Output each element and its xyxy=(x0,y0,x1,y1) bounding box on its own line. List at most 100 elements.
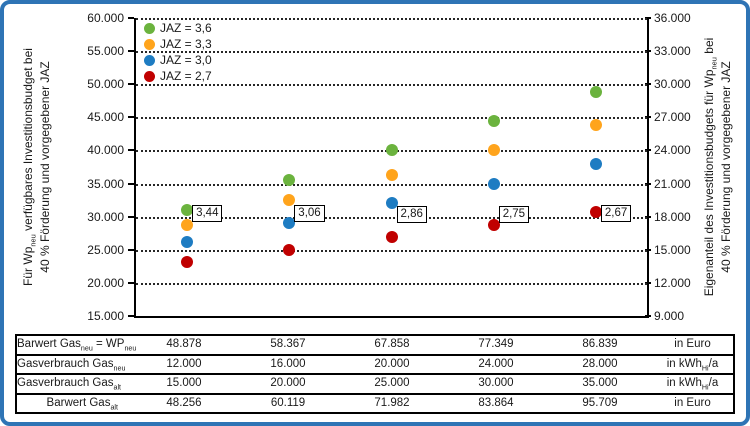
right-axis-tick-label: 15.000 xyxy=(654,242,691,257)
table-row-label: Gasverbrauch Gasalt xyxy=(17,377,122,392)
table-cell-r3c2: 20.000 xyxy=(270,377,306,389)
legend-item-4: JAZ = 2,7 xyxy=(144,68,212,84)
annotation-jaz-box: 2,67 xyxy=(600,204,632,222)
legend-label: JAZ = 3,6 xyxy=(160,21,212,35)
table-row-4: Barwert Gasalt 48.256 60.119 71.982 83.864 95… xyxy=(17,395,733,413)
legend-label: JAZ = 3,0 xyxy=(160,53,212,67)
legend-item-1: JAZ = 3,6 xyxy=(144,20,212,36)
gridline-55000 xyxy=(136,51,647,54)
left-axis-tick-label: 20.000 xyxy=(87,275,124,290)
data-point-series4-col5 xyxy=(589,206,602,219)
table-row-1: Barwert Gasneu = WPneu 48.878 58.367 67.858… xyxy=(17,336,733,356)
left-axis-tickmark xyxy=(128,50,134,53)
left-axis-tickmark xyxy=(128,83,134,86)
annotation-jaz-box: 3,44 xyxy=(192,204,223,222)
table-cell-r3c3: 25.000 xyxy=(374,377,410,389)
right-axis-tick-label: 18.000 xyxy=(654,209,691,224)
legend-item-3: JAZ = 3,0 xyxy=(144,52,212,68)
data-point-series1-col5 xyxy=(589,86,602,99)
left-axis-tick-label: 55.000 xyxy=(87,44,124,59)
table-row-unit: in Euro xyxy=(674,396,711,409)
left-axis-tick-label: 35.000 xyxy=(87,176,124,191)
right-axis-tick-label: 12.000 xyxy=(654,275,691,290)
data-point-series4-col4 xyxy=(487,218,500,231)
legend-label: JAZ = 3,3 xyxy=(160,37,212,51)
left-axis-tick-label: 45.000 xyxy=(87,110,124,125)
left-axis-tick-label: 30.000 xyxy=(87,209,124,224)
legend-marker-icon xyxy=(144,22,155,34)
gridline-35000 xyxy=(136,183,647,186)
data-point-series3-col5 xyxy=(589,157,602,170)
left-axis-tickmark xyxy=(128,315,134,317)
data-point-series3-col1 xyxy=(181,236,194,249)
left-axis-tick-label: 40.000 xyxy=(87,143,124,158)
right-axis-tick-label: 30.000 xyxy=(654,77,691,92)
left-axis-tickmark xyxy=(128,17,134,19)
legend-marker-icon xyxy=(144,38,155,50)
left-axis-title-line2: 40 % Förderung und vorgegebener JAZ xyxy=(38,61,52,273)
left-axis-title: Für Wpneu verfügbares Investitionsbudget… xyxy=(20,2,54,332)
table-cell-r4c2: 60.119 xyxy=(270,396,306,409)
annotation-jaz-box: 2,86 xyxy=(396,206,427,224)
right-axis-tick-label: 36.000 xyxy=(654,11,691,25)
chart-legend: JAZ = 3,6 JAZ = 3,3 JAZ = 3,0 JAZ = 2,7 xyxy=(144,20,212,84)
table-row-label: Barwert Gasneu = WPneu xyxy=(17,338,137,353)
data-point-series1-col1 xyxy=(181,204,194,217)
data-point-series3-col3 xyxy=(385,196,398,209)
right-axis-title-line2: 40 % Förderung und vorgegebener JAZ xyxy=(719,61,733,273)
right-axis-tick-label: 24.000 xyxy=(654,143,691,158)
data-point-series3-col2 xyxy=(283,216,296,229)
table-cell-r4c3: 71.982 xyxy=(374,396,410,409)
data-point-series1-col2 xyxy=(283,174,296,187)
left-axis-tick-label: 15.000 xyxy=(87,309,124,323)
data-point-series2-col2 xyxy=(283,194,296,207)
table-cell-r4c5: 95.709 xyxy=(582,396,618,409)
gridline-30000 xyxy=(136,216,647,219)
gridline-25000 xyxy=(136,249,647,252)
table-cell-r3c4: 30.000 xyxy=(478,377,514,389)
table-cell-r2c1: 12.000 xyxy=(166,357,202,370)
data-point-series2-col3 xyxy=(385,168,398,181)
left-axis-tickmark xyxy=(128,116,134,119)
table-row-label: Barwert Gasalt xyxy=(46,396,118,411)
data-point-series3-col4 xyxy=(487,177,500,190)
legend-marker-icon xyxy=(144,70,155,82)
table-cell-r2c5: 28.000 xyxy=(582,357,618,370)
table-cell-r2c4: 24.000 xyxy=(478,357,514,370)
left-axis-tickmark xyxy=(128,281,134,284)
gridline-45000 xyxy=(136,117,647,120)
gridline-60000 xyxy=(136,18,647,20)
gridline-50000 xyxy=(136,84,647,87)
left-axis-title-line1: Für Wpneu verfügbares Investitionsbudget… xyxy=(21,48,38,286)
data-point-series4-col1 xyxy=(181,255,194,268)
data-point-series2-col1 xyxy=(181,218,194,231)
table-row-unit: in kWhHi/a xyxy=(666,357,719,372)
annotation-jaz-box: 3,06 xyxy=(294,204,325,222)
table-row-unit: in kWhHi/a xyxy=(666,377,719,392)
left-axis-tickmark xyxy=(128,215,134,218)
data-point-series2-col4 xyxy=(487,143,500,156)
right-axis-tick-label: 21.000 xyxy=(654,176,691,191)
data-point-series1-col3 xyxy=(385,144,398,157)
table-cell-r3c5: 35.000 xyxy=(582,377,618,389)
table-cell-r3c1: 15.000 xyxy=(166,377,202,389)
table-cell-r1c2: 58.367 xyxy=(270,338,306,350)
table-row-label: Gasverbrauch Gasneu xyxy=(17,357,126,372)
left-axis-tick-label: 50.000 xyxy=(87,77,124,92)
left-axis-tick-label: 60.000 xyxy=(87,11,124,25)
gridline-20000 xyxy=(136,282,647,285)
table-cell-r1c5: 86.839 xyxy=(582,338,618,350)
table-cell-r2c2: 16.000 xyxy=(270,357,306,370)
right-axis-tick-label: 9.000 xyxy=(654,309,685,323)
legend-marker-icon xyxy=(144,54,155,66)
annotation-jaz-box: 2,75 xyxy=(498,206,530,224)
scenario-table: Barwert Gasneu = WPneu 48.878 58.367 67.858… xyxy=(15,334,735,414)
left-axis-tickmark xyxy=(128,149,134,152)
data-point-series4-col2 xyxy=(283,243,296,256)
table-cell-r1c4: 77.349 xyxy=(478,338,514,350)
table-row-unit: in Euro xyxy=(674,338,711,350)
data-point-series2-col5 xyxy=(589,119,602,132)
data-point-series4-col3 xyxy=(385,231,398,244)
right-axis-tick-label: 33.000 xyxy=(654,44,691,59)
legend-item-2: JAZ = 3,3 xyxy=(144,36,212,52)
